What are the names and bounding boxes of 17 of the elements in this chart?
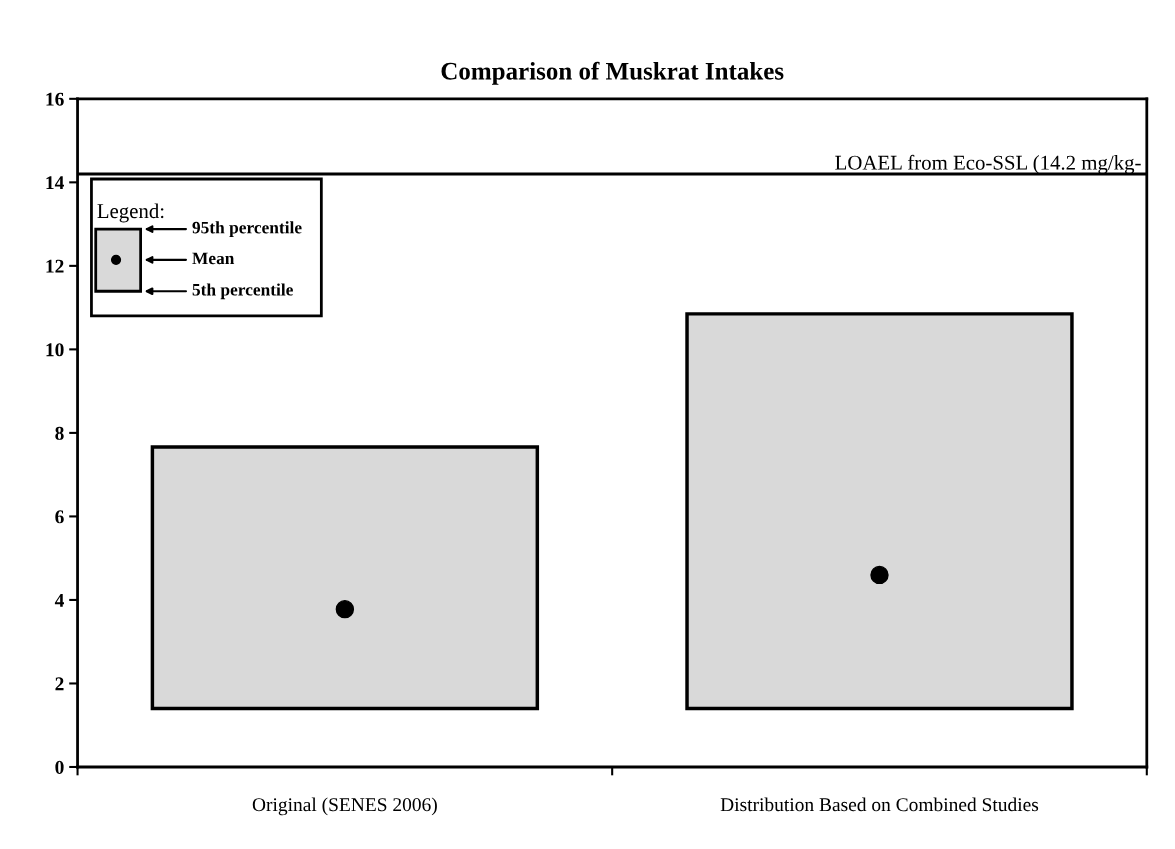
x-tick-label: Distribution Based on Combined Studies bbox=[720, 797, 1039, 812]
y-tick-label: 14 bbox=[46, 176, 64, 190]
y-tick-label: 6 bbox=[55, 510, 64, 524]
y-tick-label: 8 bbox=[55, 426, 64, 440]
y-tick-label: 16 bbox=[46, 92, 64, 106]
chart-title: Comparison of Muskrat Intakes bbox=[441, 61, 784, 85]
annotation: 5th percentile bbox=[192, 283, 293, 300]
y-tick-label: 4 bbox=[54, 593, 64, 607]
annotation: Legend: bbox=[97, 203, 164, 223]
annotation: 95th percentile bbox=[192, 221, 302, 237]
x-tick-label: Original (SENES 2006) bbox=[252, 797, 437, 816]
y-tick-label: 0 bbox=[55, 760, 64, 774]
ref-line-label: LOAEL from Eco-SSL (14.2 mg/kg- bbox=[835, 154, 1141, 174]
y-tick-label: 12 bbox=[46, 259, 64, 273]
y-tick-label: 10 bbox=[46, 343, 64, 357]
annotation: Mean bbox=[192, 252, 235, 265]
y-tick-label: 2 bbox=[55, 677, 64, 691]
